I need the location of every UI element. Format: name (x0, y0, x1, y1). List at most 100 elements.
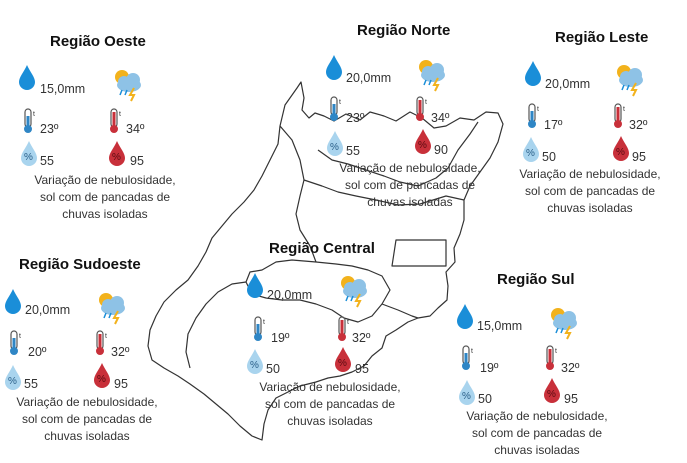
min-humidity-value: 55 (24, 377, 38, 391)
svg-text:%: % (462, 391, 471, 402)
thermometer-hot-icon: t (416, 96, 427, 121)
thermometer-cold-icon: t (330, 96, 341, 121)
max-humidity-value: 95 (355, 362, 369, 376)
region-title: Região Norte (357, 22, 451, 39)
raindrop-icon (19, 65, 35, 90)
max-humidity-value: 95 (564, 392, 578, 406)
svg-text:t: t (425, 99, 427, 106)
thermometer-hot-icon: t (338, 316, 349, 341)
min-temp-value: 23º (346, 111, 365, 125)
svg-text:%: % (616, 147, 625, 158)
svg-text:t: t (19, 333, 21, 340)
thermometer-hot-icon: t (546, 345, 557, 370)
svg-text:t: t (263, 319, 265, 326)
region-norte: Região Norte 20,0mm t 23º t 34º % 55 % 9… (0, 0, 481, 210)
max-humidity-value: 95 (632, 150, 646, 164)
cloud-sun-storm-icon (617, 65, 643, 97)
svg-text:%: % (547, 389, 556, 400)
humidity-low-icon: % (327, 131, 343, 156)
rain-value: 15,0mm (477, 319, 523, 333)
region-title: Região Leste (555, 29, 649, 46)
humidity-low-icon: % (21, 141, 37, 166)
svg-text:t: t (537, 106, 539, 113)
svg-text:%: % (418, 140, 427, 151)
thermometer-hot-icon: t (110, 108, 121, 133)
min-humidity-value: 50 (478, 392, 492, 406)
border-leste-box (391, 239, 447, 267)
svg-text:t: t (339, 99, 341, 106)
forecast-text: Variação de nebulosidade, sol com de panc… (519, 167, 661, 215)
max-humidity-value: 95 (114, 377, 128, 391)
rain-value: 20,0mm (545, 77, 591, 91)
border-central (245, 259, 391, 323)
humidity-high-icon: % (94, 363, 110, 388)
border-norte (303, 179, 465, 206)
raindrop-icon (525, 61, 541, 86)
svg-text:t: t (555, 348, 557, 355)
region-sul: Região Sul 15,0mm t 19º t 32º % 50 % 95 … (0, 0, 608, 457)
svg-text:%: % (8, 376, 17, 387)
region-sudoeste: Região Sudoeste 20,0mm t 20º t 32º % 55 … (0, 0, 200, 443)
max-temp-value: 32º (561, 361, 580, 375)
region-title: Região Sul (497, 271, 575, 288)
thermometer-cold-icon: t (254, 316, 265, 341)
max-temp-value: 32º (352, 331, 371, 345)
rain-value: 15,0mm (40, 82, 86, 96)
raindrop-icon (326, 55, 342, 80)
min-temp-value: 17º (544, 118, 563, 132)
humidity-high-icon: % (544, 378, 560, 403)
forecast-text: Variação de nebulosidade, sol com de panc… (259, 380, 401, 428)
svg-text:%: % (112, 152, 121, 163)
raindrop-icon (5, 289, 21, 314)
svg-text:%: % (97, 374, 106, 385)
thermometer-cold-icon: t (24, 108, 35, 133)
humidity-high-icon: % (613, 136, 629, 161)
min-humidity-value: 55 (40, 154, 54, 168)
thermometer-hot-icon: t (614, 103, 625, 128)
min-humidity-value: 50 (542, 150, 556, 164)
humidity-low-icon: % (523, 137, 539, 162)
svg-text:t: t (471, 348, 473, 355)
forecast-text: Variação de nebulosidade, sol com de panc… (16, 395, 158, 443)
cloud-sun-storm-icon (115, 70, 141, 102)
region-title: Região Sudoeste (19, 256, 141, 273)
thermometer-cold-icon: t (528, 103, 539, 128)
humidity-high-icon: % (415, 129, 431, 154)
border-norte-inner (317, 121, 479, 187)
svg-text:t: t (347, 319, 349, 326)
cloud-sun-storm-icon (551, 308, 577, 340)
humidity-low-icon: % (247, 349, 263, 374)
border-sudoeste (185, 281, 247, 369)
region-title: Região Oeste (50, 33, 146, 50)
svg-text:%: % (330, 142, 339, 153)
svg-text:%: % (250, 360, 259, 371)
humidity-low-icon: % (459, 380, 475, 405)
svg-text:t: t (119, 111, 121, 118)
rain-value: 20,0mm (267, 288, 313, 302)
thermometer-cold-icon: t (10, 330, 21, 355)
svg-text:t: t (623, 106, 625, 113)
state-outline (147, 81, 504, 441)
svg-text:%: % (338, 358, 347, 369)
min-temp-value: 19º (480, 361, 499, 375)
border-oeste (279, 125, 317, 263)
rain-value: 20,0mm (25, 303, 71, 317)
region-oeste: Região Oeste 15,0mm t 23º t 34º % 55 % 9… (0, 0, 200, 221)
max-temp-value: 32º (111, 345, 130, 359)
thermometer-cold-icon: t (462, 345, 473, 370)
raindrop-icon (247, 273, 263, 298)
forecast-text: Variação de nebulosidade, sol com de panc… (466, 409, 608, 457)
humidity-high-icon: % (109, 141, 125, 166)
svg-text:t: t (105, 333, 107, 340)
rain-value: 20,0mm (346, 71, 392, 85)
cloud-sun-storm-icon (99, 293, 125, 325)
svg-text:%: % (526, 148, 535, 159)
max-temp-value: 34º (431, 111, 450, 125)
forecast-text: Variação de nebulosidade, sol com de panc… (34, 173, 176, 221)
svg-text:t: t (33, 111, 35, 118)
thermometer-hot-icon: t (96, 330, 107, 355)
min-temp-value: 20º (28, 345, 47, 359)
max-temp-value: 34º (126, 122, 145, 136)
min-temp-value: 19º (271, 331, 290, 345)
